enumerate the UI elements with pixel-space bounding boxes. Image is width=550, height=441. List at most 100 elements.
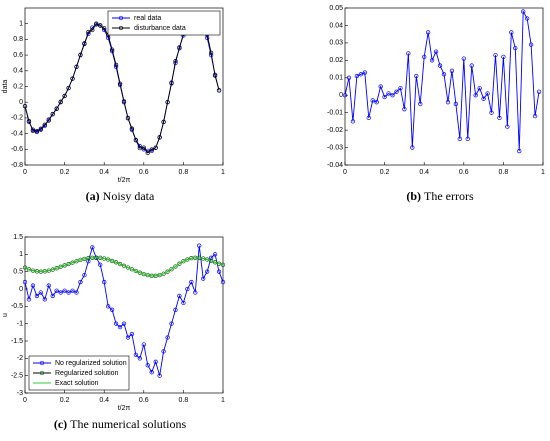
data-point <box>173 307 178 312</box>
data-point <box>461 56 466 61</box>
data-point <box>26 297 32 302</box>
data-point <box>165 269 170 274</box>
y-tick-label: -0.5 <box>11 303 23 310</box>
data-point <box>216 261 222 266</box>
data-point <box>26 118 32 124</box>
data-point <box>74 290 79 295</box>
data-point <box>141 342 146 347</box>
data-point <box>22 265 28 270</box>
data-point <box>485 91 490 96</box>
legend-marker <box>118 15 124 21</box>
data-point <box>418 101 423 107</box>
legend-label: real data <box>134 15 161 22</box>
y-tick-label: 0.04 <box>329 22 343 29</box>
data-point <box>161 349 166 354</box>
data-point <box>22 279 28 285</box>
data-point <box>22 103 28 109</box>
caption: (c) The numerical solutions <box>54 417 187 431</box>
y-tick-label: -0.04 <box>327 162 343 169</box>
data-point <box>149 147 154 152</box>
data-point <box>177 261 182 266</box>
data-point <box>205 269 210 274</box>
data-point <box>50 112 55 117</box>
data-point <box>493 52 498 58</box>
x-tick-label: 0 <box>23 169 27 176</box>
data-point <box>141 145 146 150</box>
data-point <box>212 252 218 257</box>
y-tick-label: 0.6 <box>13 52 23 59</box>
data-point <box>390 93 395 98</box>
data-point <box>34 129 40 134</box>
data-point <box>82 41 87 47</box>
y-tick-label: 0 <box>339 92 343 99</box>
caption-label: (b) <box>406 189 421 203</box>
data-point <box>177 46 182 51</box>
data-point <box>410 145 415 150</box>
data-point <box>125 265 131 270</box>
data-point <box>489 110 494 115</box>
data-point <box>402 107 407 112</box>
data-point <box>536 89 542 94</box>
data-point <box>528 42 534 47</box>
data-point <box>78 279 83 285</box>
data-point <box>62 288 67 293</box>
data-point <box>177 293 182 299</box>
data-point <box>342 93 348 98</box>
x-tick-label: 0.6 <box>139 169 149 176</box>
data-point <box>133 268 139 274</box>
data-point <box>169 81 174 86</box>
data-point <box>185 257 190 262</box>
data-point <box>66 290 71 295</box>
y-tick-label: -0.2 <box>11 115 23 122</box>
data-point <box>145 150 150 155</box>
data-point <box>185 286 190 292</box>
data-point <box>532 114 538 119</box>
data-point <box>477 86 482 91</box>
data-point <box>453 101 459 107</box>
data-point <box>165 99 170 105</box>
y-tick-label: -2.5 <box>11 373 23 380</box>
data-point <box>86 259 91 264</box>
legend-label: Regularized solution <box>55 370 119 377</box>
data-point <box>113 321 119 326</box>
data-point <box>54 106 59 111</box>
data-point <box>117 324 123 330</box>
axes-box <box>344 7 544 166</box>
data-point <box>66 85 71 91</box>
data-point <box>106 257 111 262</box>
series-line <box>24 257 224 277</box>
y-tick-label: -1 <box>17 321 23 328</box>
data-point <box>70 76 75 81</box>
data-point <box>465 136 470 141</box>
data-point <box>90 245 95 250</box>
data-point <box>346 75 352 80</box>
data-point <box>145 363 150 368</box>
data-point <box>98 262 103 267</box>
data-point <box>98 23 103 28</box>
data-point <box>117 81 123 86</box>
data-point <box>517 148 522 154</box>
data-point <box>169 267 174 272</box>
y-tick-label: -3 <box>17 390 23 397</box>
y-tick-label: -0.03 <box>327 144 343 151</box>
data-point <box>121 99 127 104</box>
data-point <box>94 21 99 26</box>
data-point <box>62 93 67 99</box>
data-point <box>125 335 131 340</box>
x-tick-label: 0.8 <box>179 169 189 176</box>
data-point <box>141 271 146 277</box>
data-point <box>422 54 427 59</box>
data-point <box>441 72 447 77</box>
x-tick-label: 0 <box>343 169 347 176</box>
data-point <box>406 51 411 56</box>
y-tick-label: 0.2 <box>13 83 23 90</box>
y-tick-label: -1.5 <box>11 338 23 345</box>
y-tick-label: -0.01 <box>327 110 343 117</box>
data-point <box>129 126 135 131</box>
data-point <box>129 331 135 337</box>
data-point <box>58 290 63 295</box>
legend-label: No regularized solution <box>55 360 127 367</box>
data-point <box>109 307 115 312</box>
data-point <box>521 9 526 14</box>
y-tick-label: 1 <box>19 251 23 258</box>
